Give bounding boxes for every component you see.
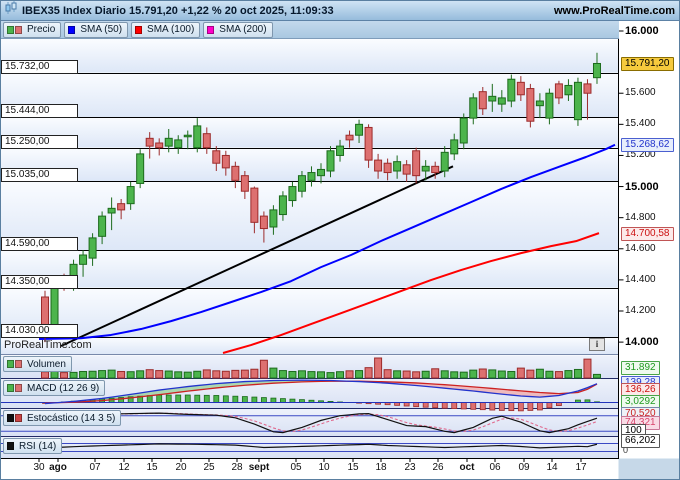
legend-item-1-swatch-icon (68, 25, 76, 34)
legend-item-3-swatch-icon (207, 25, 215, 34)
time-tick: 07 (89, 462, 101, 473)
legend-item-0-swatch-icon (7, 25, 23, 34)
panel-label-rsi-swatch-icon (7, 442, 15, 450)
sma50-line (38, 143, 616, 340)
time-tick: 30 (33, 462, 45, 473)
instrument-title: IBEX35 Index Diario 15.791,20 +1,22 % 20… (22, 4, 334, 17)
time-tick: 25 (203, 462, 215, 473)
panel-label-estocastico-label: Estocástico (14 3 5) (27, 412, 116, 424)
legend-bar: Precio SMA (50) SMA (100) SMA (200) (1, 21, 619, 39)
legend-item-1-label: SMA (50) (80, 24, 123, 35)
time-tick: 15 (146, 462, 158, 473)
info-icon[interactable]: i (589, 338, 605, 351)
level-lines (1, 73, 618, 338)
macd-plot (1, 379, 618, 412)
watermark: ProRealTime.com (4, 339, 92, 351)
price-level-label[interactable]: 14.030,00 (1, 324, 78, 339)
rsi-lower-bound: 0 (623, 445, 629, 455)
tag-sma50-value: 15.268,62 (621, 138, 674, 153)
panel-label-macd[interactable]: MACD (12 26 9) (3, 380, 106, 396)
legend-item-0[interactable]: Precio (3, 21, 62, 38)
time-tick: 15 (347, 462, 359, 473)
price-level-label[interactable]: 14.590,00 (1, 237, 78, 252)
tag-sma100-value: 14.700,58 (621, 226, 674, 241)
tag-volume-value: 31.892 (621, 360, 660, 375)
price-level-label[interactable]: 15.250,00 (1, 134, 78, 149)
candles (41, 52, 601, 343)
time-tick: 12 (118, 462, 130, 473)
time-axis-bg (1, 458, 618, 479)
time-tick: ago (49, 462, 67, 473)
price-tick: 16.000 (625, 25, 659, 37)
rsi-plot (1, 443, 618, 452)
time-tick: 09 (518, 462, 530, 473)
price-bands (1, 39, 618, 354)
time-tick: 26 (432, 462, 444, 473)
tag-last-price: 15.791,20 (621, 56, 674, 71)
panel-label-rsi-label: RSI (14) (19, 440, 57, 452)
price-level-label[interactable]: 15.035,00 (1, 168, 78, 183)
legend-item-0-label: Precio (27, 24, 56, 35)
time-tick: 06 (489, 462, 501, 473)
time-tick: sept (248, 462, 270, 473)
price-level-label[interactable]: 15.444,00 (1, 104, 78, 119)
axis-corner (618, 458, 679, 479)
time-tick: 20 (175, 462, 187, 473)
legend-item-3-label: SMA (200) (219, 24, 267, 35)
panel-label-volumen-swatch-icon (7, 360, 23, 368)
price-tick: 14.000 (625, 336, 659, 349)
time-tick: 14 (546, 462, 558, 473)
legend-item-2-swatch-icon (135, 25, 143, 34)
time-tick: 23 (404, 462, 416, 473)
time-tick: oct (459, 462, 475, 473)
price-tick: 15.400 (625, 118, 656, 130)
panel-label-estocastico-swatch-icon (7, 414, 23, 422)
chart-icon (5, 1, 18, 20)
tag-rsi-value: 66,202 (621, 433, 660, 448)
volume-bars (41, 357, 601, 379)
price-tick: 14.800 (625, 211, 656, 223)
price-tick: 14.600 (625, 242, 656, 254)
panel-label-macd-swatch-icon (7, 384, 23, 392)
title-bar: IBEX35 Index Diario 15.791,20 +1,22 % 20… (1, 1, 679, 21)
trendline (60, 165, 454, 347)
panel-label-estocastico[interactable]: Estocástico (14 3 5) (3, 410, 122, 426)
panel-label-rsi[interactable]: RSI (14) (3, 438, 63, 454)
rsi-panel (1, 436, 618, 458)
time-tick: 17 (575, 462, 587, 473)
legend-item-2-label: SMA (100) (147, 24, 195, 35)
price-tick: 15.200 (625, 149, 656, 161)
time-tick: 18 (375, 462, 387, 473)
price-tick: 14.400 (625, 273, 656, 285)
time-tick: 05 (290, 462, 302, 473)
website-label: www.ProRealTime.com (553, 4, 675, 17)
time-tick: 10 (318, 462, 330, 473)
legend-item-1[interactable]: SMA (50) (64, 21, 129, 38)
panel-label-macd-label: MACD (12 26 9) (27, 382, 100, 394)
legend-item-3[interactable]: SMA (200) (203, 21, 273, 38)
price-tick: 14.200 (625, 304, 656, 316)
legend-item-2[interactable]: SMA (100) (131, 21, 201, 38)
time-tick: 28 (231, 462, 243, 473)
price-level-label[interactable]: 14.350,00 (1, 274, 78, 289)
price-level-label[interactable]: 15.732,00 (1, 59, 78, 74)
panel-label-volumen-label: Volumen (27, 358, 66, 370)
panel-label-volumen[interactable]: Volumen (3, 356, 72, 372)
sma100-line (222, 232, 600, 354)
price-tick: 15.000 (625, 180, 659, 193)
price-tick: 15.600 (625, 87, 656, 99)
